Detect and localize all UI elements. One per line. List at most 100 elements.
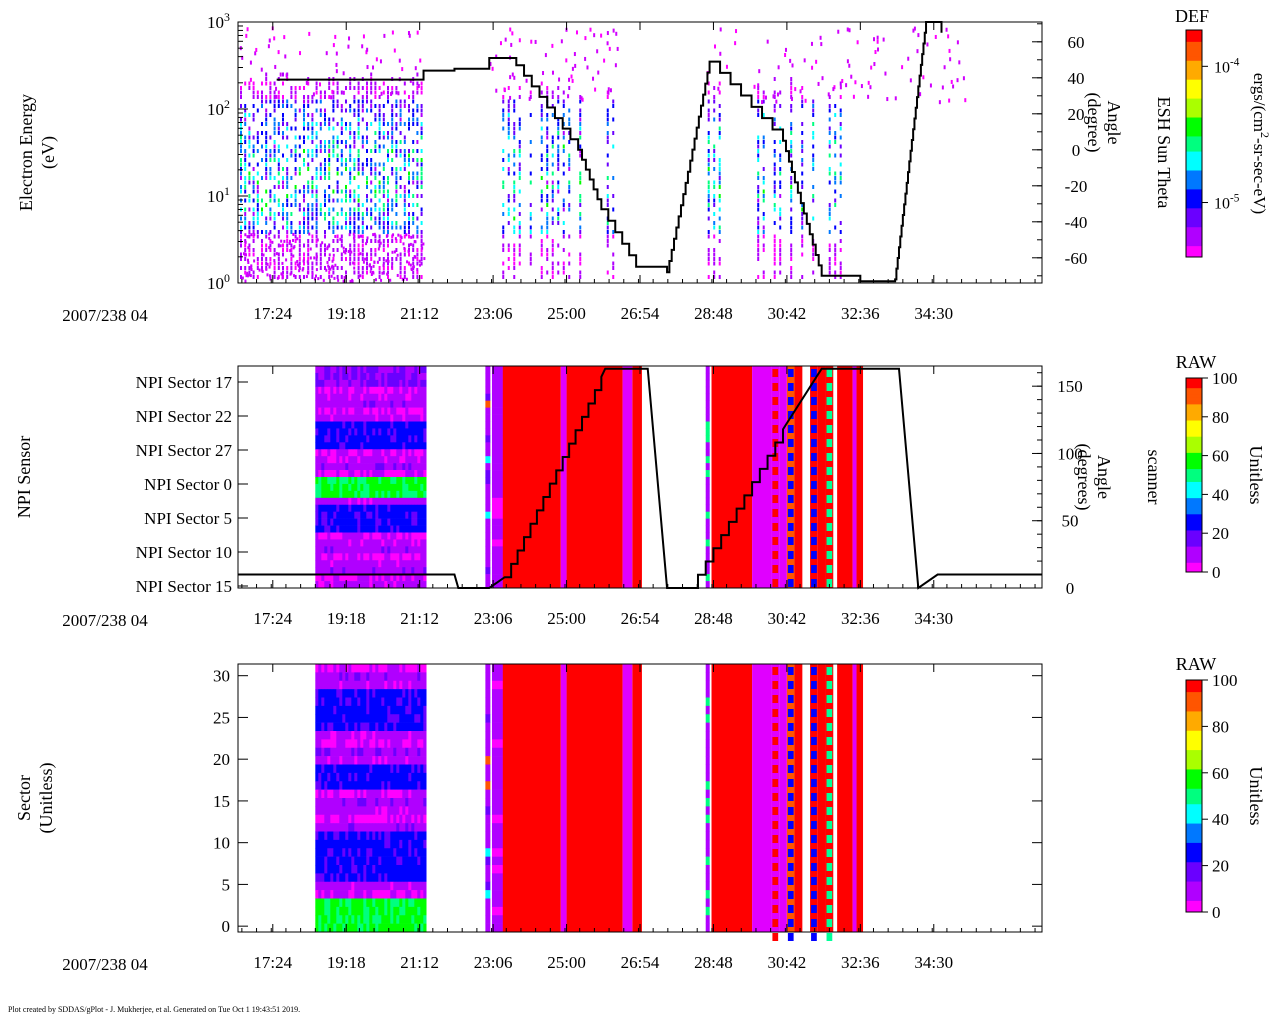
npi-cell [408, 435, 411, 442]
npi-cell [363, 435, 366, 442]
npi-cell [485, 415, 490, 422]
npi-cell [318, 798, 321, 807]
npi-cell [360, 387, 363, 394]
npi-cell [351, 567, 354, 574]
npi-cell [390, 373, 393, 380]
npi-cell [393, 512, 396, 519]
electron-cell [349, 257, 351, 261]
electron-cell [307, 136, 309, 140]
electron-cell [557, 136, 559, 140]
electron-cell [349, 194, 351, 198]
electron-cell [334, 264, 336, 267]
npi-cell [414, 823, 417, 832]
electron-cell [546, 86, 548, 90]
electron-cell [502, 181, 504, 185]
electron-cell [884, 72, 886, 76]
colorbar-cell [1186, 117, 1202, 121]
electron-cell [379, 208, 381, 212]
electron-cell [248, 253, 250, 257]
electron-cell [541, 118, 543, 122]
electron-cell [395, 167, 397, 171]
npi-cell [375, 408, 378, 415]
npi-cell [387, 463, 390, 470]
electron-cell [779, 91, 781, 95]
electron-cell [546, 91, 548, 95]
npi-cell [423, 484, 426, 491]
electron-cell [567, 94, 569, 98]
npi-cell [402, 706, 405, 715]
npi-cell [384, 706, 387, 715]
electron-cell [383, 104, 385, 108]
npi-cell [315, 840, 318, 849]
electron-cell [261, 95, 263, 99]
npi-cell [372, 756, 375, 765]
electron-cell [257, 136, 259, 140]
electron-cell [579, 131, 581, 135]
electron-cell [316, 262, 318, 266]
electron-cell [502, 275, 504, 279]
electron-cell [311, 154, 313, 158]
electron-cell [362, 86, 364, 90]
npi-cell [315, 873, 318, 882]
npi-cell [423, 428, 426, 435]
electron-cell [541, 154, 543, 158]
electron-cell [552, 190, 554, 194]
electron-cell [508, 154, 510, 158]
npi-cell [369, 387, 372, 394]
npi-cell [811, 369, 817, 377]
electron-cell [877, 36, 879, 40]
npi-cell [330, 387, 333, 394]
electron-cell [779, 172, 781, 176]
npi-cell [327, 706, 330, 715]
electron-cell [790, 257, 792, 261]
electron-cell [374, 185, 376, 189]
electron-cell [316, 208, 318, 212]
electron-cell [310, 248, 312, 251]
npi-cell [318, 512, 321, 519]
npi-cell [396, 428, 399, 435]
npi-cell [396, 519, 399, 526]
electron-cell [278, 95, 280, 99]
electron-cell [332, 226, 334, 230]
npi-cell [414, 442, 417, 449]
npi-cell [345, 873, 348, 882]
npi-cell [354, 519, 357, 526]
electron-cell [303, 118, 305, 122]
electron-cell [421, 113, 423, 117]
npi-cell [351, 748, 354, 757]
npi-cell [408, 553, 411, 560]
npi-cell [414, 756, 417, 765]
electron-cell [404, 203, 406, 207]
electron-cell [383, 212, 385, 216]
electron-cell [408, 203, 410, 207]
colorbar-cell [1186, 381, 1202, 385]
electron-cell [295, 154, 297, 158]
electron-cell [719, 199, 721, 203]
npi-cell [339, 765, 342, 774]
electron-cell [307, 221, 309, 225]
npi-cell [417, 756, 420, 765]
electron-cell [265, 145, 267, 149]
electron-cell [282, 276, 284, 279]
electron-cell [274, 131, 276, 135]
npi-cell [396, 848, 399, 857]
colorbar-cell [1186, 514, 1202, 518]
electron-cell [412, 109, 414, 113]
npi-cell [333, 832, 336, 841]
npi-cell [706, 470, 710, 477]
electron-cell [412, 149, 414, 153]
electron-cell [613, 29, 615, 33]
npi-cell [363, 714, 366, 723]
npi-cell [369, 731, 372, 740]
electron-cell [353, 95, 355, 99]
npi-cell [417, 765, 420, 774]
npi-cell [405, 781, 408, 790]
electron-cell [358, 212, 360, 216]
npi-cell [357, 546, 360, 553]
electron-cell [708, 91, 710, 95]
electron-cell [341, 122, 343, 126]
electron-cell [774, 271, 776, 275]
electron-cell [801, 131, 803, 135]
npi-cell [354, 408, 357, 415]
npi-cell [384, 449, 387, 456]
